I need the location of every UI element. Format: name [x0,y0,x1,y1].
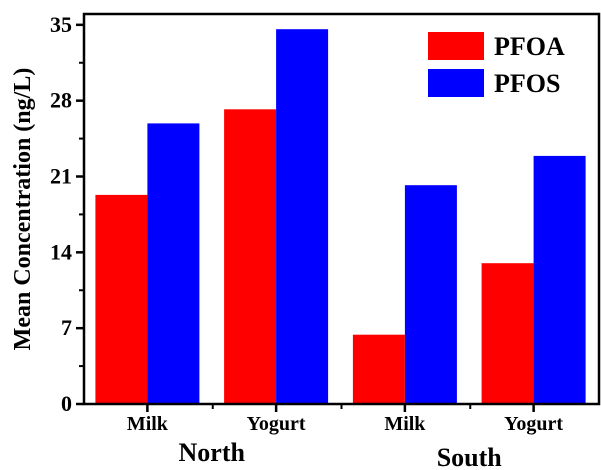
x-tick-label-1: Yogurt [247,413,306,435]
legend-label-pfos: PFOS [494,69,560,98]
legend-swatch-pfoa [428,32,484,60]
y-tick-label-21: 21 [50,164,72,189]
bar-pfos-yogurt-1 [276,29,329,404]
bar-pfoa-milk-0 [95,194,148,404]
bar-pfoa-milk-2 [352,334,405,404]
bar-pfoa-yogurt-1 [224,109,277,405]
group-label-south: South [437,443,503,470]
x-tick-label-2: Milk [384,413,426,435]
bar-pfos-milk-0 [147,123,200,405]
legend: PFOA PFOS [428,32,565,98]
x-tick-label-3: Yogurt [504,413,563,435]
y-tick-label-14: 14 [50,239,72,264]
y-tick-label-35: 35 [50,12,72,37]
group-label-north: North [179,438,246,467]
axes-layer [76,12,601,412]
legend-swatch-pfos [428,69,484,97]
bar-pfos-yogurt-3 [533,155,586,404]
y-axis-label: Mean Concentration (ng/L) [10,68,36,351]
bars-layer [95,29,586,405]
bar-pfos-milk-2 [404,185,457,404]
bar-pfoa-yogurt-3 [481,263,534,404]
y-tick-label-0: 0 [61,391,72,416]
x-tick-label-0: Milk [127,413,169,435]
legend-label-pfoa: PFOA [494,32,565,61]
y-tick-label-28: 28 [50,88,72,113]
y-tick-label-7: 7 [61,315,72,340]
